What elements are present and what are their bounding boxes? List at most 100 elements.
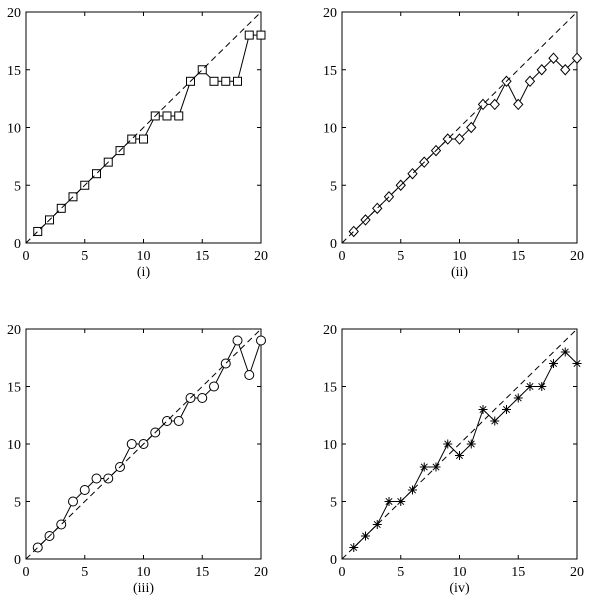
diamond-marker-13 bbox=[489, 98, 500, 111]
y-tick-label: 20 bbox=[7, 323, 21, 338]
circle-marker-15 bbox=[197, 393, 208, 403]
y-tick-label: 10 bbox=[323, 122, 337, 137]
diamond-marker-10 bbox=[454, 133, 465, 145]
asterisk-marker-3 bbox=[372, 520, 382, 529]
asterisk-marker-18 bbox=[549, 359, 558, 368]
square-marker-15 bbox=[197, 65, 207, 75]
circle-marker-6 bbox=[91, 473, 102, 484]
asterisk-marker-15 bbox=[513, 393, 523, 403]
x-tick-label: 20 bbox=[254, 565, 268, 580]
panel-label: (i) bbox=[137, 265, 151, 280]
asterisk-marker-9 bbox=[443, 439, 453, 449]
asterisk-marker-19 bbox=[560, 347, 570, 357]
square-marker-12 bbox=[162, 111, 172, 121]
y-tick-label: 15 bbox=[7, 64, 21, 79]
reference-line bbox=[25, 11, 262, 244]
x-tick-label: 0 bbox=[23, 565, 30, 580]
data-line bbox=[37, 339, 262, 548]
asterisk-marker-7 bbox=[419, 462, 429, 472]
circle-marker-9 bbox=[126, 439, 137, 449]
x-tick-label: 10 bbox=[453, 565, 467, 580]
x-tick-label: 15 bbox=[195, 249, 209, 264]
y-tick-label: 0 bbox=[14, 237, 21, 252]
x-tick-label: 15 bbox=[511, 565, 525, 580]
data-line bbox=[353, 57, 578, 232]
circle-marker-4 bbox=[68, 496, 78, 507]
y-tick-label: 15 bbox=[323, 381, 337, 396]
panel-label: (iii) bbox=[133, 581, 154, 596]
square-marker-6 bbox=[92, 169, 101, 179]
square-marker-17 bbox=[221, 76, 231, 86]
panel-label: (ii) bbox=[451, 265, 468, 280]
asterisk-marker-4 bbox=[384, 497, 394, 506]
x-tick-label: 20 bbox=[570, 249, 584, 264]
asterisk-marker-6 bbox=[408, 485, 417, 495]
asterisk-marker-11 bbox=[466, 439, 476, 449]
x-tick-label: 5 bbox=[81, 565, 88, 580]
y-tick-label: 10 bbox=[7, 438, 21, 453]
chart-panel-3: 0 5 10 15 20 0 5 10 15 20 (iii) bbox=[7, 323, 268, 596]
asterisk-marker-12 bbox=[478, 405, 488, 414]
diamond-marker-18 bbox=[548, 52, 559, 64]
reference-line bbox=[341, 328, 578, 560]
x-tick-label: 0 bbox=[339, 249, 346, 264]
asterisk-marker-16 bbox=[525, 382, 535, 391]
circle-marker-20 bbox=[256, 335, 266, 346]
y-tick-label: 5 bbox=[330, 496, 337, 511]
reference-line bbox=[341, 11, 578, 244]
circle-marker-16 bbox=[209, 381, 219, 392]
y-tick-label: 10 bbox=[7, 122, 21, 137]
asterisk-marker-14 bbox=[502, 405, 511, 414]
square-marker-9 bbox=[127, 134, 137, 144]
y-tick-label: 0 bbox=[330, 553, 337, 568]
panel-label: (iv) bbox=[449, 581, 470, 596]
diamond-marker-17 bbox=[536, 64, 547, 76]
diamond-marker-11 bbox=[466, 121, 477, 134]
square-marker-19 bbox=[244, 30, 254, 40]
square-marker-20 bbox=[256, 30, 266, 40]
square-marker-13 bbox=[174, 111, 184, 121]
x-tick-label: 20 bbox=[570, 565, 584, 580]
chart-panel-2: 0 5 10 15 20 0 5 10 15 20 (ii) bbox=[323, 6, 584, 280]
circle-marker-19 bbox=[244, 370, 255, 380]
circle-marker-13 bbox=[173, 416, 184, 426]
square-marker-1 bbox=[33, 226, 43, 236]
y-tick-label: 10 bbox=[323, 438, 337, 453]
y-tick-label: 20 bbox=[323, 323, 337, 338]
asterisk-marker-20 bbox=[572, 359, 582, 368]
x-tick-label: 10 bbox=[453, 249, 467, 264]
circle-marker-18 bbox=[232, 335, 243, 346]
x-tick-label: 5 bbox=[397, 249, 404, 264]
data-line bbox=[353, 351, 578, 548]
x-tick-label: 0 bbox=[23, 249, 30, 264]
y-tick-label: 20 bbox=[323, 6, 337, 21]
chart-panel-4: 0 5 10 15 20 0 5 10 15 20 (iv) bbox=[323, 323, 584, 596]
square-marker-16 bbox=[209, 76, 219, 86]
reference-line bbox=[25, 328, 262, 560]
chart-panel-1: 0 5 10 15 20 0 5 10 15 20 (i) bbox=[7, 6, 268, 280]
y-tick-label: 5 bbox=[330, 179, 337, 194]
x-tick-label: 15 bbox=[195, 565, 209, 580]
x-tick-label: 15 bbox=[511, 249, 525, 264]
square-marker-3 bbox=[56, 203, 66, 213]
asterisk-marker-17 bbox=[537, 382, 547, 391]
y-tick-label: 15 bbox=[7, 381, 21, 396]
data-line bbox=[37, 34, 261, 232]
y-tick-label: 0 bbox=[14, 553, 21, 568]
asterisk-marker-13 bbox=[490, 416, 500, 426]
diamond-marker-20 bbox=[571, 52, 583, 64]
x-tick-label: 10 bbox=[137, 565, 151, 580]
asterisk-marker-10 bbox=[455, 451, 464, 460]
y-tick-label: 5 bbox=[14, 179, 21, 194]
square-marker-10 bbox=[139, 134, 148, 144]
y-tick-label: 20 bbox=[7, 6, 21, 21]
x-tick-label: 20 bbox=[254, 249, 268, 264]
x-tick-label: 10 bbox=[137, 249, 151, 264]
y-tick-label: 0 bbox=[330, 237, 337, 252]
circle-marker-5 bbox=[79, 485, 90, 495]
x-tick-label: 5 bbox=[397, 565, 404, 580]
square-marker-18 bbox=[233, 76, 242, 86]
y-tick-label: 15 bbox=[323, 64, 337, 79]
x-tick-label: 0 bbox=[339, 565, 346, 580]
